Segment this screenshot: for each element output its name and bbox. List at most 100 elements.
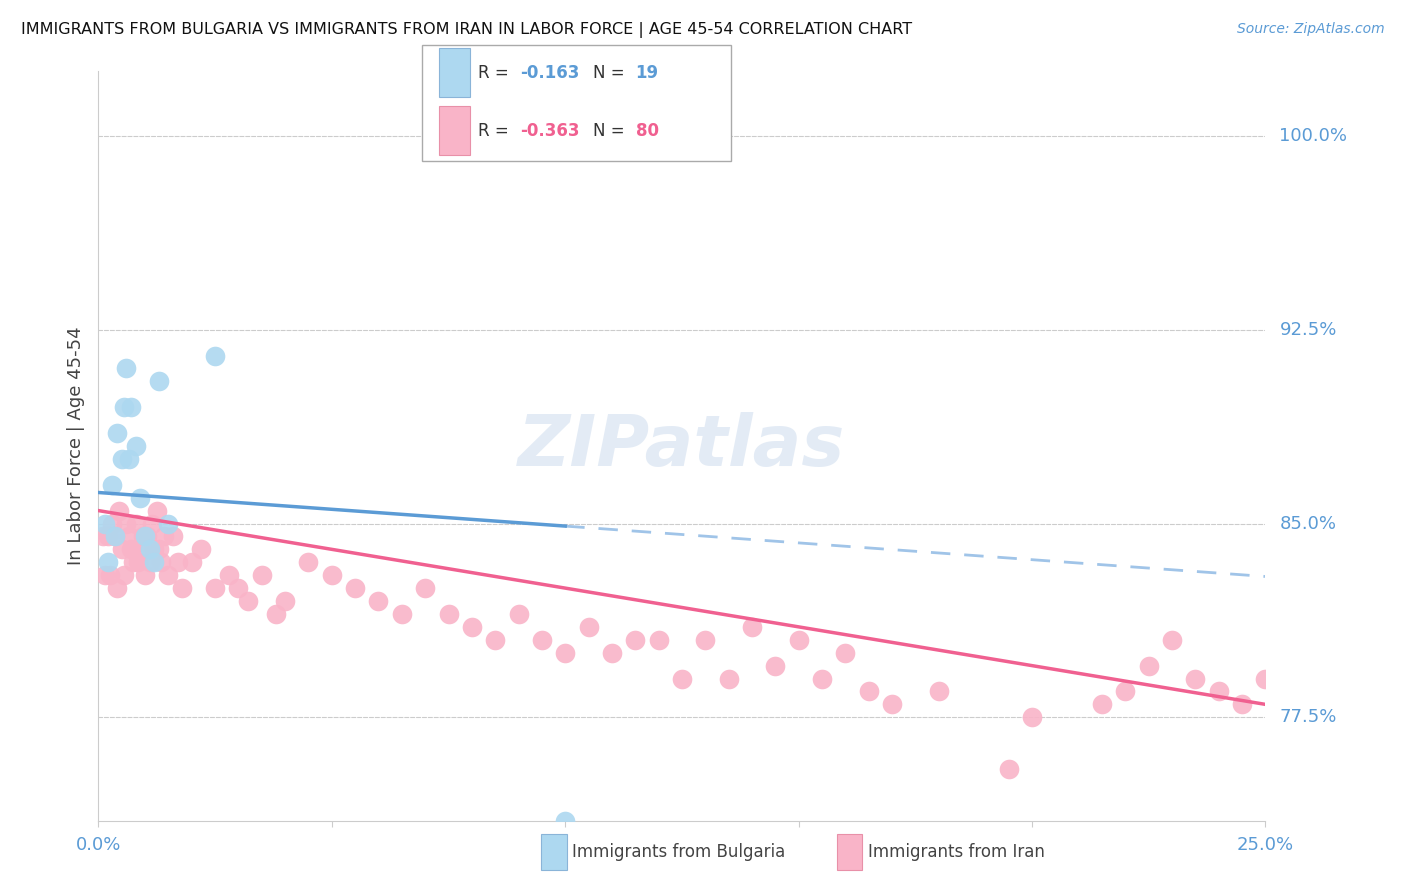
Point bbox=[190, 542, 212, 557]
Point bbox=[1254, 672, 1277, 686]
Point bbox=[717, 672, 740, 686]
Point bbox=[297, 555, 319, 569]
Point bbox=[811, 672, 834, 686]
Point bbox=[437, 607, 460, 621]
Point bbox=[166, 555, 188, 569]
Text: N =: N = bbox=[593, 63, 630, 81]
Text: 25.0%: 25.0% bbox=[1237, 836, 1294, 854]
Point bbox=[143, 555, 166, 569]
Point bbox=[274, 594, 297, 608]
Point bbox=[578, 620, 600, 634]
Text: Immigrants from Bulgaria: Immigrants from Bulgaria bbox=[572, 843, 786, 861]
Point bbox=[132, 529, 155, 543]
Point bbox=[101, 477, 124, 491]
Y-axis label: In Labor Force | Age 45-54: In Labor Force | Age 45-54 bbox=[66, 326, 84, 566]
Point bbox=[134, 568, 156, 582]
Point bbox=[264, 607, 287, 621]
Text: -0.163: -0.163 bbox=[520, 63, 579, 81]
Point bbox=[880, 698, 903, 712]
Text: Source: ZipAtlas.com: Source: ZipAtlas.com bbox=[1237, 22, 1385, 37]
Point bbox=[157, 516, 180, 531]
Point bbox=[115, 516, 138, 531]
Point bbox=[928, 684, 950, 698]
Point bbox=[143, 542, 166, 557]
Point bbox=[97, 529, 120, 543]
Point bbox=[250, 568, 273, 582]
Point bbox=[1208, 684, 1230, 698]
Point bbox=[858, 684, 880, 698]
Point bbox=[111, 542, 134, 557]
Point bbox=[695, 632, 717, 647]
Point bbox=[105, 426, 128, 441]
Point bbox=[111, 451, 134, 466]
Point bbox=[461, 620, 484, 634]
Text: N =: N = bbox=[593, 121, 630, 139]
Point bbox=[204, 349, 226, 363]
Point bbox=[787, 632, 810, 647]
Point bbox=[91, 529, 114, 543]
Point bbox=[134, 529, 156, 543]
Point bbox=[136, 529, 159, 543]
Point bbox=[104, 529, 127, 543]
Point bbox=[218, 568, 240, 582]
Point bbox=[741, 620, 763, 634]
Text: Immigrants from Iran: Immigrants from Iran bbox=[868, 843, 1045, 861]
Point bbox=[554, 646, 576, 660]
Point bbox=[139, 555, 162, 569]
Point bbox=[129, 542, 152, 557]
Text: IMMIGRANTS FROM BULGARIA VS IMMIGRANTS FROM IRAN IN LABOR FORCE | AGE 45-54 CORR: IMMIGRANTS FROM BULGARIA VS IMMIGRANTS F… bbox=[21, 22, 912, 38]
Point bbox=[94, 568, 117, 582]
Text: 92.5%: 92.5% bbox=[1279, 321, 1337, 339]
Point bbox=[172, 581, 194, 595]
Point bbox=[118, 529, 141, 543]
Point bbox=[104, 529, 127, 543]
Point bbox=[150, 555, 173, 569]
Point bbox=[180, 555, 202, 569]
Point bbox=[344, 581, 367, 595]
Point bbox=[1137, 658, 1160, 673]
Point bbox=[139, 542, 162, 557]
Text: R =: R = bbox=[478, 63, 515, 81]
Point bbox=[148, 542, 170, 557]
Text: 77.5%: 77.5% bbox=[1279, 708, 1337, 726]
Point bbox=[148, 375, 170, 389]
Point bbox=[1184, 672, 1206, 686]
Point bbox=[108, 503, 131, 517]
Point bbox=[146, 503, 169, 517]
Point bbox=[1091, 698, 1114, 712]
Point bbox=[127, 555, 149, 569]
Point bbox=[129, 491, 152, 505]
Text: ZIPatlas: ZIPatlas bbox=[519, 411, 845, 481]
Text: 100.0%: 100.0% bbox=[1279, 127, 1347, 145]
Text: R =: R = bbox=[478, 121, 515, 139]
Point bbox=[413, 581, 436, 595]
Point bbox=[624, 632, 647, 647]
Point bbox=[125, 439, 148, 453]
Point bbox=[228, 581, 250, 595]
Point bbox=[763, 658, 786, 673]
Point bbox=[162, 529, 184, 543]
Point bbox=[141, 516, 163, 531]
Point bbox=[122, 555, 145, 569]
Point bbox=[1161, 632, 1184, 647]
Point bbox=[157, 568, 180, 582]
Point bbox=[834, 646, 856, 660]
Point bbox=[204, 581, 226, 595]
Point bbox=[367, 594, 389, 608]
Point bbox=[94, 516, 117, 531]
Point bbox=[112, 401, 135, 415]
Point bbox=[321, 568, 343, 582]
Point bbox=[508, 607, 530, 621]
Point bbox=[1021, 710, 1043, 724]
Point bbox=[115, 361, 138, 376]
Point bbox=[600, 646, 623, 660]
Point bbox=[118, 451, 141, 466]
Text: -0.363: -0.363 bbox=[520, 121, 579, 139]
Point bbox=[97, 555, 120, 569]
Text: 80: 80 bbox=[636, 121, 658, 139]
Point bbox=[112, 568, 135, 582]
Text: 85.0%: 85.0% bbox=[1279, 515, 1337, 533]
Point bbox=[101, 516, 124, 531]
Point bbox=[236, 594, 259, 608]
Point bbox=[152, 529, 174, 543]
